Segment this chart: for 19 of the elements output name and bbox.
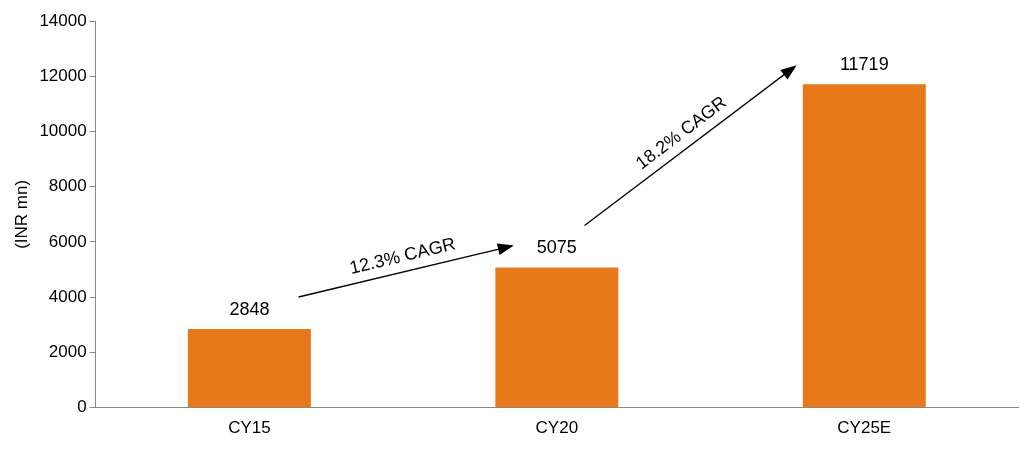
x-tick-label: CY15 (228, 418, 271, 438)
x-tick-label: CY20 (535, 418, 579, 438)
bar (495, 267, 619, 408)
y-tick-label: 2000 (48, 342, 87, 362)
y-axis-title: (INR mn) (11, 179, 31, 249)
data-label: 5075 (536, 237, 577, 258)
bar (802, 84, 926, 408)
annotation: 12.3% CAGR (347, 233, 458, 278)
y-tick-label: 0 (77, 397, 87, 417)
y-tick-label: 6000 (48, 231, 87, 251)
y-tick-label: 10000 (39, 121, 87, 141)
y-tick-label: 12000 (39, 66, 87, 86)
x-tick-label: CY25E (837, 418, 892, 438)
y-tick-label: 14000 (39, 10, 87, 30)
y-tick-label: 8000 (48, 176, 87, 196)
data-label: 11719 (839, 54, 889, 75)
bar (187, 329, 311, 408)
y-tick-label: 4000 (48, 286, 87, 306)
data-label: 2848 (229, 298, 270, 319)
